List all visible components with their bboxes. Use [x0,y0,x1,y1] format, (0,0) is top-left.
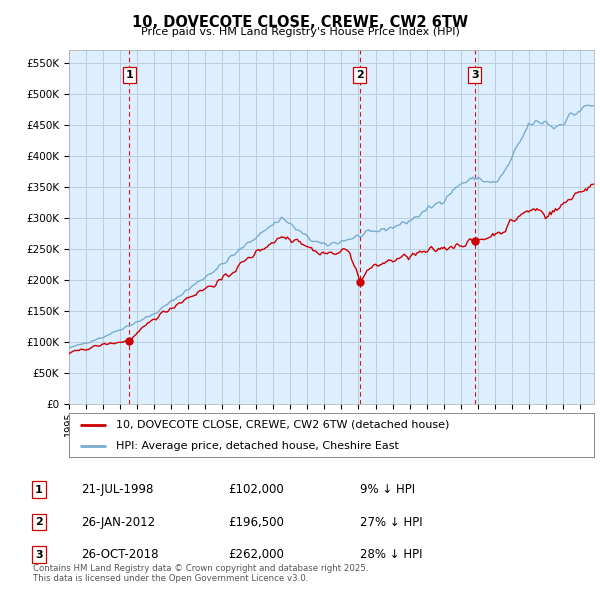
Text: 9% ↓ HPI: 9% ↓ HPI [360,483,415,496]
Text: 26-OCT-2018: 26-OCT-2018 [81,548,158,561]
Text: 28% ↓ HPI: 28% ↓ HPI [360,548,422,561]
Text: 10, DOVECOTE CLOSE, CREWE, CW2 6TW (detached house): 10, DOVECOTE CLOSE, CREWE, CW2 6TW (deta… [116,420,449,430]
Text: £262,000: £262,000 [228,548,284,561]
Text: 1: 1 [125,70,133,80]
Text: 10, DOVECOTE CLOSE, CREWE, CW2 6TW: 10, DOVECOTE CLOSE, CREWE, CW2 6TW [132,15,468,30]
Text: 2: 2 [356,70,364,80]
Text: Contains HM Land Registry data © Crown copyright and database right 2025.
This d: Contains HM Land Registry data © Crown c… [33,563,368,583]
Text: 2: 2 [35,517,43,527]
Text: 1: 1 [35,485,43,494]
Text: 27% ↓ HPI: 27% ↓ HPI [360,516,422,529]
Text: 26-JAN-2012: 26-JAN-2012 [81,516,155,529]
Text: Price paid vs. HM Land Registry's House Price Index (HPI): Price paid vs. HM Land Registry's House … [140,27,460,37]
Text: £196,500: £196,500 [228,516,284,529]
Text: 3: 3 [35,550,43,559]
Text: HPI: Average price, detached house, Cheshire East: HPI: Average price, detached house, Ches… [116,441,399,451]
Text: 3: 3 [471,70,478,80]
Text: 21-JUL-1998: 21-JUL-1998 [81,483,154,496]
Text: £102,000: £102,000 [228,483,284,496]
